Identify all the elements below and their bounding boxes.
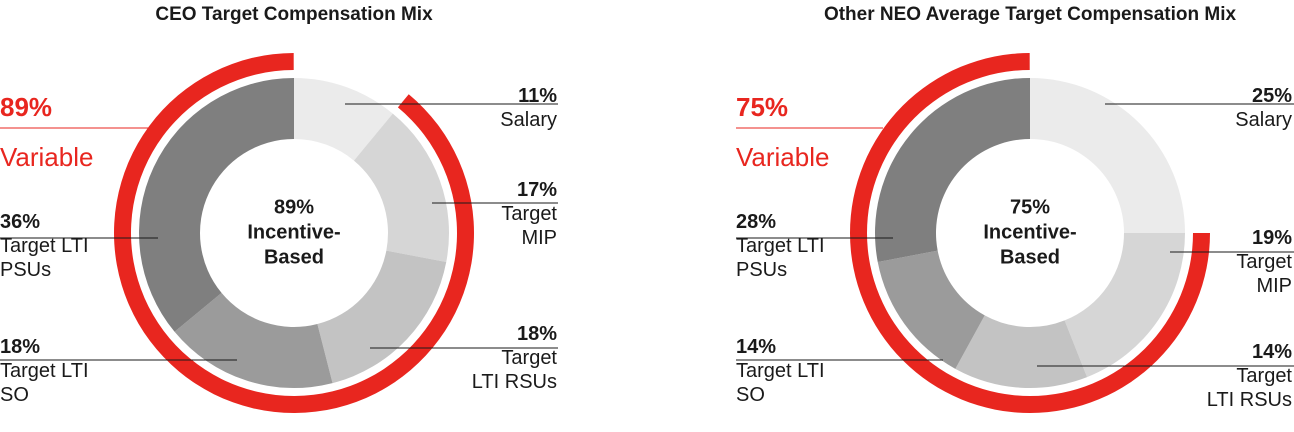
center-label: 75% Incentive- Based: [950, 196, 1110, 271]
slice-name: LTI RSUs: [471, 371, 557, 393]
slice-label-salary: 25% Salary: [1235, 84, 1292, 132]
slice-percent: 25%: [1251, 85, 1292, 107]
slice-name: Target: [1236, 251, 1292, 273]
slice-label-rsus: 14% Target LTI RSUs: [1207, 340, 1292, 412]
slice-so: [877, 250, 985, 369]
slice-percent: 14%: [1251, 341, 1292, 363]
slice-name: SO: [0, 384, 29, 406]
slice-label-psus: 28% Target LTI PSUs: [736, 210, 825, 282]
slice-so: [174, 292, 333, 389]
neo-chart-panel: Other NEO Average Target Compensation Mi…: [647, 0, 1294, 432]
center-label-line: Based: [999, 246, 1061, 269]
slice-name: Target: [1236, 365, 1292, 387]
slice-name: Target LTI: [0, 360, 89, 382]
slice-label-so: 14% Target LTI SO: [736, 335, 825, 407]
chart-title: CEO Target Compensation Mix: [155, 4, 433, 25]
slice-name: MIP: [1256, 275, 1292, 297]
slice-label-mip: 19% Target MIP: [1236, 226, 1292, 298]
slice-label-mip: 17% Target MIP: [501, 178, 557, 250]
variable-percent: 75%: [736, 92, 789, 122]
center-label-line: Based: [263, 246, 325, 269]
slice-name: Target: [501, 347, 557, 369]
slice-psus: [875, 78, 1030, 263]
slice-percent: 18%: [0, 336, 41, 358]
center-label-line: Incentive-: [247, 221, 341, 244]
variable-label: Variable: [0, 142, 94, 172]
center-label-line: Incentive-: [983, 221, 1077, 244]
chart-title: Other NEO Average Target Compensation Mi…: [823, 4, 1237, 25]
center-label-line: 75%: [1009, 196, 1051, 219]
ceo-donut-chart: [0, 53, 558, 413]
ceo-chart-panel: CEO Target Compensation Mix 89% Incentiv…: [0, 4, 558, 413]
slice-name: MIP: [521, 227, 557, 249]
neo-donut-chart: [736, 53, 1294, 413]
slice-rsus: [955, 315, 1088, 388]
slice-label-rsus: 18% Target LTI RSUs: [472, 322, 557, 394]
center-label-line: 89%: [273, 196, 315, 219]
slice-name: Target LTI: [736, 360, 825, 382]
slice-percent: 17%: [516, 179, 557, 201]
slice-label-so: 18% Target LTI SO: [0, 335, 89, 407]
slice-percent: 28%: [736, 211, 777, 233]
slice-label-salary: 11% Salary: [500, 84, 557, 132]
center-label: 89% Incentive- Based: [214, 196, 374, 271]
slice-salary: [1030, 78, 1185, 233]
slice-percent: 36%: [0, 211, 41, 233]
slice-percent: 11%: [518, 85, 557, 107]
slice-name: LTI RSUs: [1206, 389, 1292, 411]
slice-salary: [294, 78, 393, 161]
slice-mip: [1064, 233, 1185, 378]
slice-psus: [138, 78, 294, 332]
slice-name: Target: [501, 203, 557, 225]
slice-percent: 19%: [1251, 227, 1292, 249]
slice-name: SO: [736, 384, 765, 406]
slice-name: Target LTI: [0, 235, 89, 257]
slice-name: Target LTI: [736, 235, 825, 257]
slice-name: Salary: [1235, 109, 1292, 131]
variable-percent: 89%: [0, 92, 53, 122]
slice-percent: 14%: [736, 336, 777, 358]
slice-label-psus: 36% Target LTI PSUs: [0, 210, 89, 282]
slice-mip: [353, 113, 449, 263]
slice-rsus: [317, 250, 447, 384]
variable-label: Variable: [736, 142, 830, 172]
slice-name: Salary: [500, 109, 557, 131]
slice-name: PSUs: [0, 259, 52, 281]
slice-percent: 18%: [516, 323, 557, 345]
slice-name: PSUs: [736, 259, 788, 281]
